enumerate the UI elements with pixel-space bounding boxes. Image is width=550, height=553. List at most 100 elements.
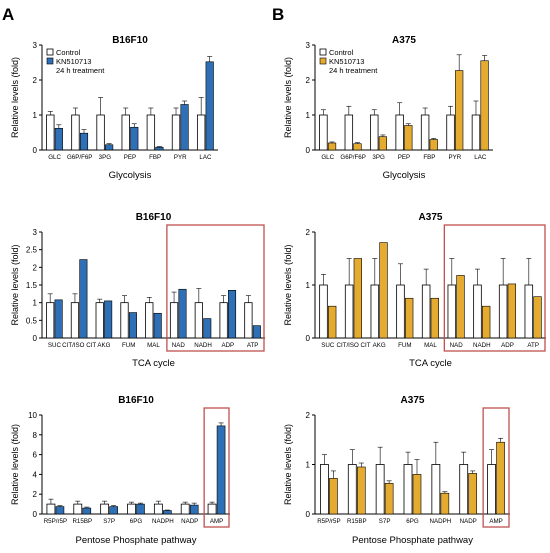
y-axis-label: Relative levels (fold): [283, 57, 293, 138]
bar-control: [46, 114, 55, 151]
bar-control: [207, 503, 217, 515]
x-tick-label: NADH: [194, 342, 212, 349]
x-tick-label: R5P/r5P: [44, 518, 67, 525]
legend-swatch-treatment: [46, 57, 54, 65]
legend-note: 24 h treatment: [329, 66, 378, 75]
bar-control: [244, 302, 253, 339]
bar-treatment: [128, 312, 137, 339]
highlight-box: [203, 407, 230, 528]
legend-note: 24 h treatment: [56, 66, 105, 75]
bar-treatment: [412, 474, 422, 515]
bar-treatment: [189, 504, 199, 515]
x-tick-label: ADP: [221, 342, 234, 349]
y-tick-label: 3: [33, 228, 38, 237]
bar-control: [319, 114, 328, 151]
x-tick-label: NADP: [460, 518, 477, 525]
chart-title: A375: [401, 395, 425, 406]
bar-treatment: [353, 258, 362, 339]
x-tick-label: FUM: [122, 342, 135, 349]
panel-label-b: B: [272, 5, 284, 24]
chart-4: B16F10 Pentose Phosphate pathway Relative …: [10, 395, 230, 546]
bar-treatment: [104, 300, 113, 339]
x-tick-label: NADP: [181, 518, 198, 525]
y-tick-label: 6: [33, 451, 38, 460]
y-tick-label: 4: [33, 470, 38, 479]
y-tick-label: 1: [33, 299, 38, 308]
y-tick-label: 0: [306, 146, 311, 155]
y-axis-label: Relative levels (fold): [10, 57, 20, 138]
x-tick-label: NADH: [473, 342, 491, 349]
x-tick-label: R5P/r5P: [317, 518, 340, 525]
x-tick-label: G6P/F6P: [340, 154, 365, 161]
bar-control: [121, 114, 130, 151]
x-tick-label: 3PG: [372, 154, 385, 161]
x-tick-label: AKG: [373, 342, 386, 349]
x-tick-label: NADPH: [430, 518, 452, 525]
bar-control: [446, 114, 455, 151]
bar-control: [194, 302, 203, 339]
bar-control: [71, 114, 80, 151]
bar-treatment: [405, 297, 414, 339]
bar-treatment: [378, 136, 388, 151]
y-tick-label: 2: [306, 76, 311, 85]
x-tick-label: R15BP: [347, 518, 367, 525]
bar-treatment: [379, 242, 388, 339]
x-tick-label: GLC: [48, 154, 61, 161]
bar-control: [396, 284, 405, 339]
x-tick-label: PYR: [448, 154, 461, 161]
x-tick-label: AMP: [489, 518, 502, 525]
highlight-box: [443, 224, 546, 352]
bar-treatment: [533, 296, 542, 339]
bar-control: [420, 114, 430, 151]
x-axis-label: Pentose Phosphate pathway: [352, 535, 473, 546]
x-tick-label: CIT/ISO CIT: [336, 342, 370, 349]
bar-treatment: [82, 507, 92, 515]
bar-treatment: [456, 275, 465, 339]
y-tick-label: 0: [33, 510, 38, 519]
bar-treatment: [178, 288, 187, 339]
y-tick-label: 2: [306, 228, 311, 237]
bar-control: [46, 503, 56, 515]
x-tick-label: S7P: [379, 518, 391, 525]
bar-treatment: [180, 104, 189, 151]
y-axis-label: Relative levels (fold): [283, 244, 293, 325]
bar-control: [120, 302, 129, 339]
y-tick-label: 1: [306, 461, 311, 470]
x-tick-label: 6PG: [406, 518, 419, 525]
bar-control: [471, 114, 481, 151]
bar-control: [127, 503, 136, 515]
y-axis-label: Relative levels (fold): [283, 424, 293, 505]
chart-5: A375 Pentose Phosphate pathway Relative le…: [283, 395, 510, 546]
x-tick-label: CIT/ISO CIT: [62, 342, 96, 349]
x-tick-label: SUC: [48, 342, 62, 349]
legend-label-treatment: KN510713: [329, 57, 364, 66]
bar-control: [370, 114, 379, 151]
bar-treatment: [327, 142, 337, 151]
bar-treatment: [79, 259, 88, 339]
x-axis-label: Pentose Phosphate pathway: [76, 535, 197, 546]
y-tick-label: 1: [306, 281, 311, 290]
bar-treatment: [203, 318, 212, 339]
bar-control: [344, 284, 354, 339]
bar-treatment: [482, 305, 491, 339]
chart-2: B16F10 TCA cycle Relative levels (fold) 0 0.…: [10, 212, 265, 369]
bar-control: [421, 284, 431, 339]
x-axis-label: Glycolysis: [383, 170, 426, 181]
bar-treatment: [468, 473, 478, 515]
bar-control: [180, 503, 190, 515]
bar-control: [146, 114, 156, 151]
chart-0: B16F10 Glycolysis Relative levels (fold) 0 1…: [10, 35, 218, 181]
x-tick-label: LAC: [474, 154, 487, 161]
bar-control: [171, 114, 181, 151]
bar-control: [219, 302, 228, 339]
x-tick-label: PYR: [174, 154, 187, 161]
bar-control: [375, 464, 385, 515]
bar-treatment: [163, 510, 172, 515]
legend-swatch-treatment: [319, 57, 327, 65]
y-tick-label: 0.5: [26, 316, 38, 325]
x-tick-label: LAC: [199, 154, 212, 161]
bar-treatment: [105, 144, 114, 151]
panel-label-a: A: [2, 5, 14, 24]
bar-treatment: [153, 312, 162, 339]
bar-treatment: [155, 146, 164, 151]
